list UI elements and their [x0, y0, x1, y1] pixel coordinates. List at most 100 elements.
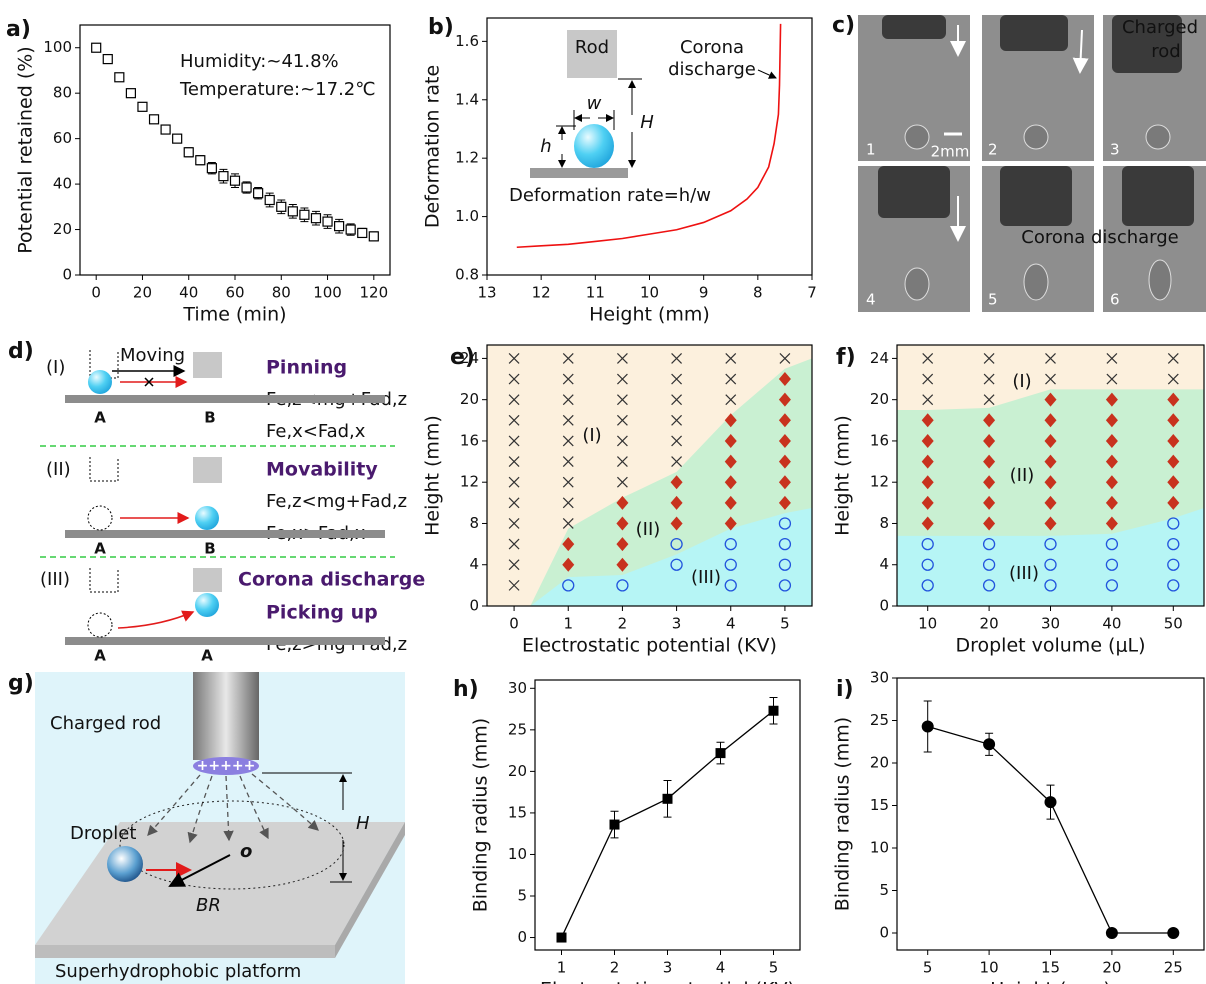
panel-label: h) — [453, 677, 479, 702]
caption: Corona discharge — [1021, 227, 1178, 248]
annotation: (I) — [1012, 371, 1031, 392]
y-tick-label: 20 — [870, 390, 889, 408]
y-axis-label: Binding radius (mm) — [832, 717, 854, 911]
annotation-arrow — [758, 70, 776, 78]
y-tick-label: 8 — [469, 514, 479, 532]
y-axis-label: Deformation rate — [422, 65, 444, 228]
x-tick-label: 8 — [753, 284, 763, 302]
x-tick-label: 5 — [769, 959, 779, 977]
w-label: w — [587, 93, 602, 114]
x-tick-label: 25 — [1164, 959, 1183, 977]
rod-start — [90, 568, 118, 592]
state: Movability — [266, 459, 378, 481]
annotation: (II) — [636, 519, 661, 540]
rod-label: Charged rod — [50, 713, 161, 734]
y-axis-label: Potential retained (%) — [15, 46, 37, 253]
marker — [557, 933, 567, 943]
panel-c: c) 12mm 2 3 Charged rod 4 5 6 Corona dis… — [832, 13, 1206, 312]
y-tick-label: 16 — [870, 431, 889, 449]
x-tick-label: 7 — [807, 284, 817, 302]
frame: 3 Charged rod — [1103, 15, 1206, 161]
y-tick-label: 5 — [517, 887, 527, 905]
droplet — [195, 506, 219, 530]
y-tick-label: 10 — [870, 839, 889, 857]
x-tick-label: 2 — [618, 615, 628, 633]
y-axis-label: Height (mm) — [422, 415, 444, 536]
x-axis-label: Electrostatic potential (KV) — [522, 635, 777, 657]
point: A — [94, 647, 106, 665]
frame-number: 1 — [866, 141, 876, 159]
y-axis-label: Binding radius (mm) — [470, 718, 492, 912]
y-tick-label: 8 — [879, 514, 889, 532]
rod-label: rod — [1151, 41, 1180, 62]
panel-label: f) — [836, 345, 856, 370]
platform-label: Superhydrophobic platform — [55, 961, 301, 982]
marker — [1167, 927, 1179, 939]
stage: (III) — [40, 569, 70, 590]
state: Corona discharge — [238, 569, 425, 591]
y-tick-label: 16 — [460, 431, 479, 449]
x-tick-label: 0 — [509, 615, 519, 633]
y-tick-label: 60 — [53, 129, 72, 147]
annotation: (III) — [1009, 563, 1039, 584]
marker — [254, 189, 263, 198]
x-tick-label: 3 — [663, 959, 673, 977]
droplet — [195, 593, 219, 617]
y-tick-label: 15 — [870, 796, 889, 814]
y-tick-label: 24 — [460, 349, 479, 367]
x-tick-label: 20 — [980, 615, 999, 633]
panel-label: a) — [6, 17, 31, 42]
y-tick-label: 0 — [469, 597, 479, 615]
marker — [983, 738, 995, 750]
substrate — [530, 168, 628, 178]
marker — [207, 164, 216, 173]
platform-edge — [35, 945, 335, 958]
x-tick-label: 9 — [699, 284, 709, 302]
y-tick-label: 25 — [870, 711, 889, 729]
y-tick-label: 1.6 — [455, 32, 479, 50]
marker — [1106, 927, 1118, 939]
marker — [335, 222, 344, 231]
y-tick-label: 15 — [508, 803, 527, 821]
chart: a)020406080100120020406080100Time (min)P… — [6, 17, 390, 326]
moving: Moving — [120, 345, 185, 366]
marker — [126, 89, 135, 98]
frame: 12mm — [858, 15, 970, 161]
panel-d: d) (I) Moving Pinning Fe,z<mg+Fad,z Fe,x… — [8, 339, 425, 665]
x-tick-label: 5 — [923, 959, 933, 977]
droplet-ghost — [88, 506, 112, 530]
chart: i)510152025051015202530Height (mm)Bindin… — [832, 669, 1205, 984]
rod-label: Charged — [1122, 17, 1198, 38]
x-tick-label: 2 — [610, 959, 620, 977]
annotation: Corona — [680, 37, 744, 58]
annotation: (I) — [582, 425, 601, 446]
x-tick-label: 120 — [359, 284, 388, 302]
y-tick-label: 20 — [460, 390, 479, 408]
marker — [265, 196, 274, 205]
frame-number: 4 — [866, 291, 876, 309]
marker — [219, 172, 228, 181]
x-axis-label: Height (mm) — [990, 979, 1111, 984]
x-tick-label: 4 — [716, 959, 726, 977]
marker — [277, 202, 286, 211]
panel-g: g) +++++ o BR H Charged rod Droplet Supe… — [8, 671, 405, 984]
marker — [92, 43, 101, 52]
x-tick-label: 10 — [640, 284, 659, 302]
y-tick-label: 0.8 — [455, 266, 479, 284]
marker — [311, 214, 320, 223]
rod — [193, 352, 222, 378]
marker — [1045, 796, 1057, 808]
frame-number: 5 — [988, 291, 998, 309]
condition: Fe,z<mg+Fad,z — [266, 491, 407, 512]
x-tick-label: 3 — [672, 615, 682, 633]
marker — [138, 102, 147, 111]
y-tick-label: 20 — [870, 754, 889, 772]
frame-number: 6 — [1110, 291, 1120, 309]
stage: (I) — [46, 357, 65, 378]
y-tick-label: 0 — [62, 266, 72, 284]
marker — [103, 55, 112, 64]
x-tick-label: 30 — [1041, 615, 1060, 633]
frame-number: 3 — [1110, 141, 1120, 159]
center: o — [240, 841, 252, 862]
